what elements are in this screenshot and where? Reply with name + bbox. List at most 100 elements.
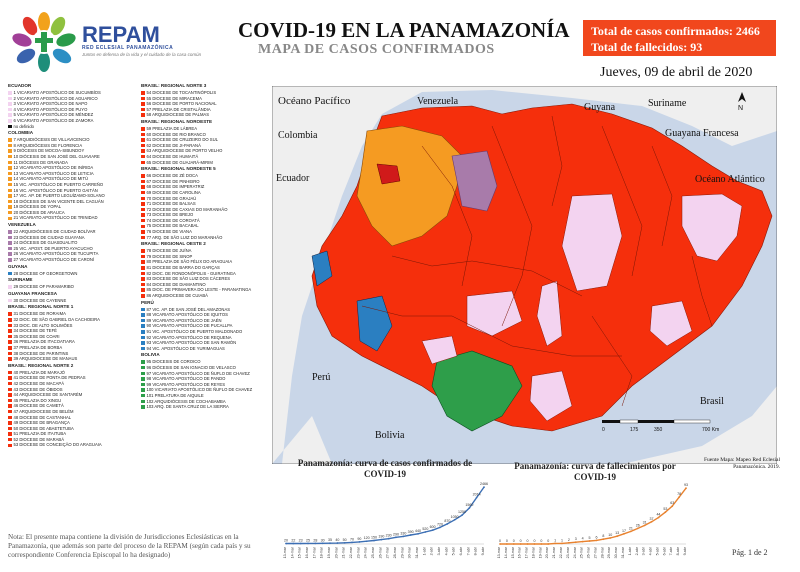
- chart-point: [343, 541, 346, 544]
- legend-item-label: 31 DIOCESE DE RORAIMA: [13, 311, 66, 317]
- chart-tick-label: 3-abr: [642, 546, 646, 555]
- legend-item-label: 24 DIÓCESIS DE GUASDUALITO: [13, 240, 78, 246]
- region-no-cases-1: [561, 193, 623, 292]
- legend-item: 66 DIOCESE DE ZÉ DOCA: [141, 173, 269, 179]
- legend-item: 85 DIOC. DE PRIMAVERA DO LESTE - PARANAT…: [141, 287, 269, 293]
- legend-item-label: 2 VICARIATO APOSTÓLICO DE AGUARICO: [13, 95, 98, 101]
- label-venezuela: Venezuela: [417, 96, 459, 107]
- scale-bar: 0 175 350 700 Km: [602, 419, 719, 433]
- chart-tick-label: 6-abr: [662, 546, 666, 555]
- legend-item: 89 VICARIATO APOSTÓLICO DE JAÉN: [141, 318, 269, 324]
- chart-point: [595, 539, 598, 542]
- legend-item-label: 51 PRELAZIA DE ITAITUBA: [13, 431, 67, 437]
- legend-swatch: [141, 277, 145, 281]
- legend-item-label: 88 VICARIATO APOSTÓLICO DE IQUITOS: [146, 312, 228, 318]
- legend-item-label: 21 VICARIATO APOSTÓLICO DE TRINIDAD: [13, 215, 98, 221]
- legend-swatch: [141, 313, 145, 317]
- legend-item: 84 DIOCESE DE DIAMANTINO: [141, 282, 269, 288]
- legend-item-label: 66 DIOCESE DE ZÉ DOCA: [146, 173, 198, 179]
- chart-data-label: 2: [568, 538, 570, 542]
- legend-item-label: 75 DIOCESE DE BACABAL: [146, 223, 199, 229]
- legend-item: 65 DIOCESE DE GUAJARÁ-MIRIM: [141, 160, 269, 166]
- legend-swatch: [8, 124, 12, 129]
- legend-item: 45 PRELAZIA DO XINGU: [8, 398, 136, 404]
- legend-swatch: [8, 205, 12, 209]
- chart-tick-label: 28-mar: [600, 546, 604, 558]
- label-suriname: Suriname: [648, 98, 687, 109]
- legend-swatch: [141, 143, 145, 148]
- legend-item: 57 PRELAZIA DE CRISTALÂNDIA: [141, 107, 269, 113]
- legend-item-label: 76 DIOCESE DE VIANA: [146, 229, 192, 235]
- legend-swatch: [141, 399, 145, 404]
- legend-item-label: 1 VICARIATO APOSTÓLICO DE SUCUMBÍOS: [13, 90, 101, 95]
- legend-item: 21 VICARIATO APOSTÓLICO DE TRINIDAD: [8, 215, 136, 221]
- legend-column-right: BRASIL: REGIONAL NORTE 3 54 DIOCESE DE TO…: [141, 82, 269, 410]
- legend-item-label: 6 VICARIATO APOSTÓLICO DE ZAMORA: [13, 117, 94, 123]
- north-arrow: N: [738, 92, 746, 112]
- chart-point: [643, 524, 646, 527]
- legend-swatch: [8, 154, 12, 159]
- legend-item: 83 DIOCESE DE SÃO LUIZ DOS CÁCERES: [141, 276, 269, 282]
- chart-tick-label: 23-mar: [356, 546, 360, 558]
- legend-swatch: [141, 388, 145, 392]
- legend-item: 46 DIOCESE DE CAMETÁ: [8, 403, 136, 409]
- legend-item-label: 14 VICARIATO APOSTÓLICO DE MITÚ: [13, 176, 89, 182]
- chart-point: [547, 543, 550, 545]
- chart-point: [321, 542, 324, 545]
- legend-item: 78 DIOCESE DE JUÍNA: [141, 248, 269, 254]
- legend-item-label: 79 DIOCESE DE SINOP: [146, 253, 193, 259]
- chart-tick-label: 9-abr: [481, 546, 485, 555]
- legend-item: 53 DIOCESE DE CONCEIÇÃO DO ARAGUAIA: [8, 442, 136, 448]
- legend-swatch: [8, 334, 12, 339]
- chart-tick-label: 15-mar: [298, 546, 302, 558]
- legend-item-label: 61 DIOCESE DE CRUZEIRO DO SUL: [146, 137, 218, 143]
- legend-item-label: 7 ARQUIDIÓCESIS DE VILLAVICENCIO: [13, 137, 90, 143]
- chart-point: [468, 507, 471, 509]
- chart-tick-label: 31-mar: [415, 546, 419, 558]
- legend-item: 56 DIOCESE DE PORTO NACIONAL: [141, 101, 269, 107]
- legend-item: 29 DIOCESE OF PARAMARIBO: [8, 284, 136, 290]
- chart-tick-label: 29-mar: [607, 546, 611, 558]
- chart-point: [380, 538, 383, 541]
- legend-item: 12 VICARIATO APOSTÓLICO DE INÍRIDA: [8, 165, 136, 171]
- legend-item: 92 VICARIATO APOSTÓLICO DE REQUENA: [141, 335, 269, 341]
- legend-swatch: [141, 330, 145, 334]
- legend-swatch: [8, 271, 12, 276]
- legend-item-label: 46 DIOCESE DE CAMETÁ: [13, 403, 64, 409]
- legend-item: 6 VICARIATO APOSTÓLICO DE ZAMORA: [8, 118, 136, 124]
- chart-tick-label: 22-mar: [349, 546, 353, 558]
- legend-item-label: 91 VIC. APOSTÓLICO DE PUERTO MALDONADO: [146, 328, 243, 334]
- legend-item-label: 19 DIÓCESIS DE YOPAL: [13, 204, 62, 210]
- legend-item: 13 VICARIATO APOSTÓLICO DE LETICIA: [8, 171, 136, 177]
- chart-tick-label: 28-mar: [393, 546, 397, 558]
- legend-item-label: 8 ARQUIDIÓCESIS DE FLORENCIA: [13, 142, 83, 148]
- legend-item-label: 59 PRELAZIA DE LÁBREA: [146, 125, 198, 131]
- legend-item-label: 103 ARQ. DE SANTA CRUZ DE LA SIERRA: [146, 404, 229, 410]
- chart-point: [657, 516, 660, 519]
- chart-tick-label: 5-abr: [655, 546, 659, 555]
- chart-data-label: 28: [313, 538, 317, 542]
- chart-tick-label: 25-mar: [371, 546, 375, 558]
- repam-logo: [12, 12, 76, 72]
- chart-tick-label: 29-mar: [400, 546, 404, 558]
- legend-item-label: 5 VICARIATO APOSTÓLICO DE MÉNDEZ: [13, 112, 94, 118]
- label-guayana-francesa: Guayana Francesa: [665, 128, 739, 139]
- region-no-cases-7: [421, 335, 458, 365]
- legend-item: 48 DIOCESE DE CASTANHAL: [8, 415, 136, 421]
- legend-swatch: [141, 179, 145, 184]
- chart-data-label: 1560: [465, 503, 473, 507]
- legend-swatch: [141, 96, 145, 101]
- legend-item-label: 100 VICARIATO APOSTÓLICO DE ÑUFLO DE CHA…: [146, 387, 253, 393]
- legend-swatch: [8, 298, 12, 303]
- chart-tick-label: 16-mar: [518, 546, 522, 558]
- chart-point: [402, 535, 405, 538]
- region-no-cases-6: [649, 300, 693, 347]
- chart-point: [285, 542, 287, 545]
- legend-item: 91 VIC. APOSTÓLICO DE PUERTO MALDONADO: [141, 329, 269, 335]
- chart-tick-label: 19-mar: [538, 546, 542, 558]
- legend-item: 20 DIÓCESIS DE ARAUCA: [8, 210, 136, 216]
- legend-swatch: [8, 102, 12, 106]
- legend-item-label: 73 DIOCESE DE BREJO: [146, 212, 194, 218]
- legend-item: 18 DIÓCESIS DE SAN VICENTE DEL CAGUÁN: [8, 199, 136, 205]
- legend-swatch: [8, 230, 12, 234]
